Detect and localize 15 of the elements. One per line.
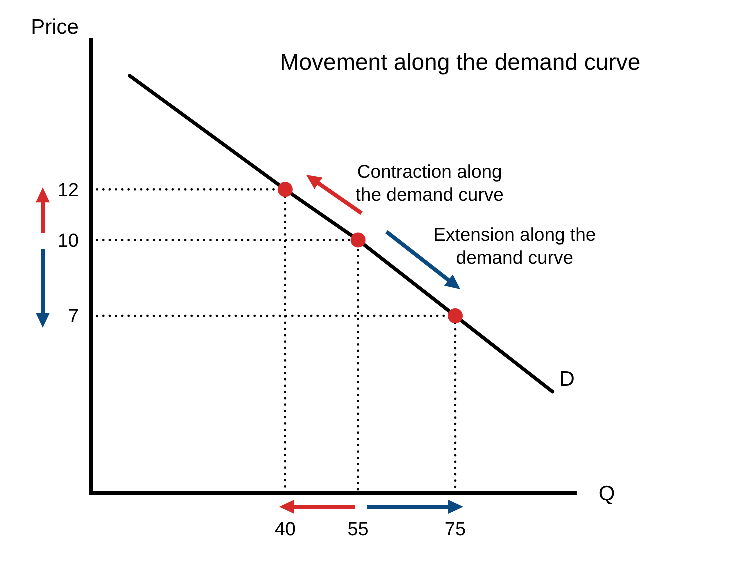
- point: [448, 308, 463, 324]
- x-tick-label: 75: [444, 520, 466, 541]
- x-tick-label: 40: [274, 520, 296, 541]
- y-axis-title: Price: [31, 16, 79, 39]
- y-tick-label: 12: [58, 180, 79, 202]
- annotation: Contraction along the demand curve: [356, 160, 504, 205]
- annotation: Extension along the demand curve: [434, 224, 596, 268]
- x-tick-label: 55: [348, 520, 369, 541]
- y-tick-label: 10: [58, 230, 79, 252]
- point: [278, 182, 293, 198]
- y-tick-label: 7: [68, 306, 79, 328]
- x-axis-title: Q: [598, 482, 616, 506]
- point: [350, 232, 366, 248]
- series-label: D: [560, 368, 575, 391]
- text: Movement along the demand curve: [280, 49, 641, 75]
